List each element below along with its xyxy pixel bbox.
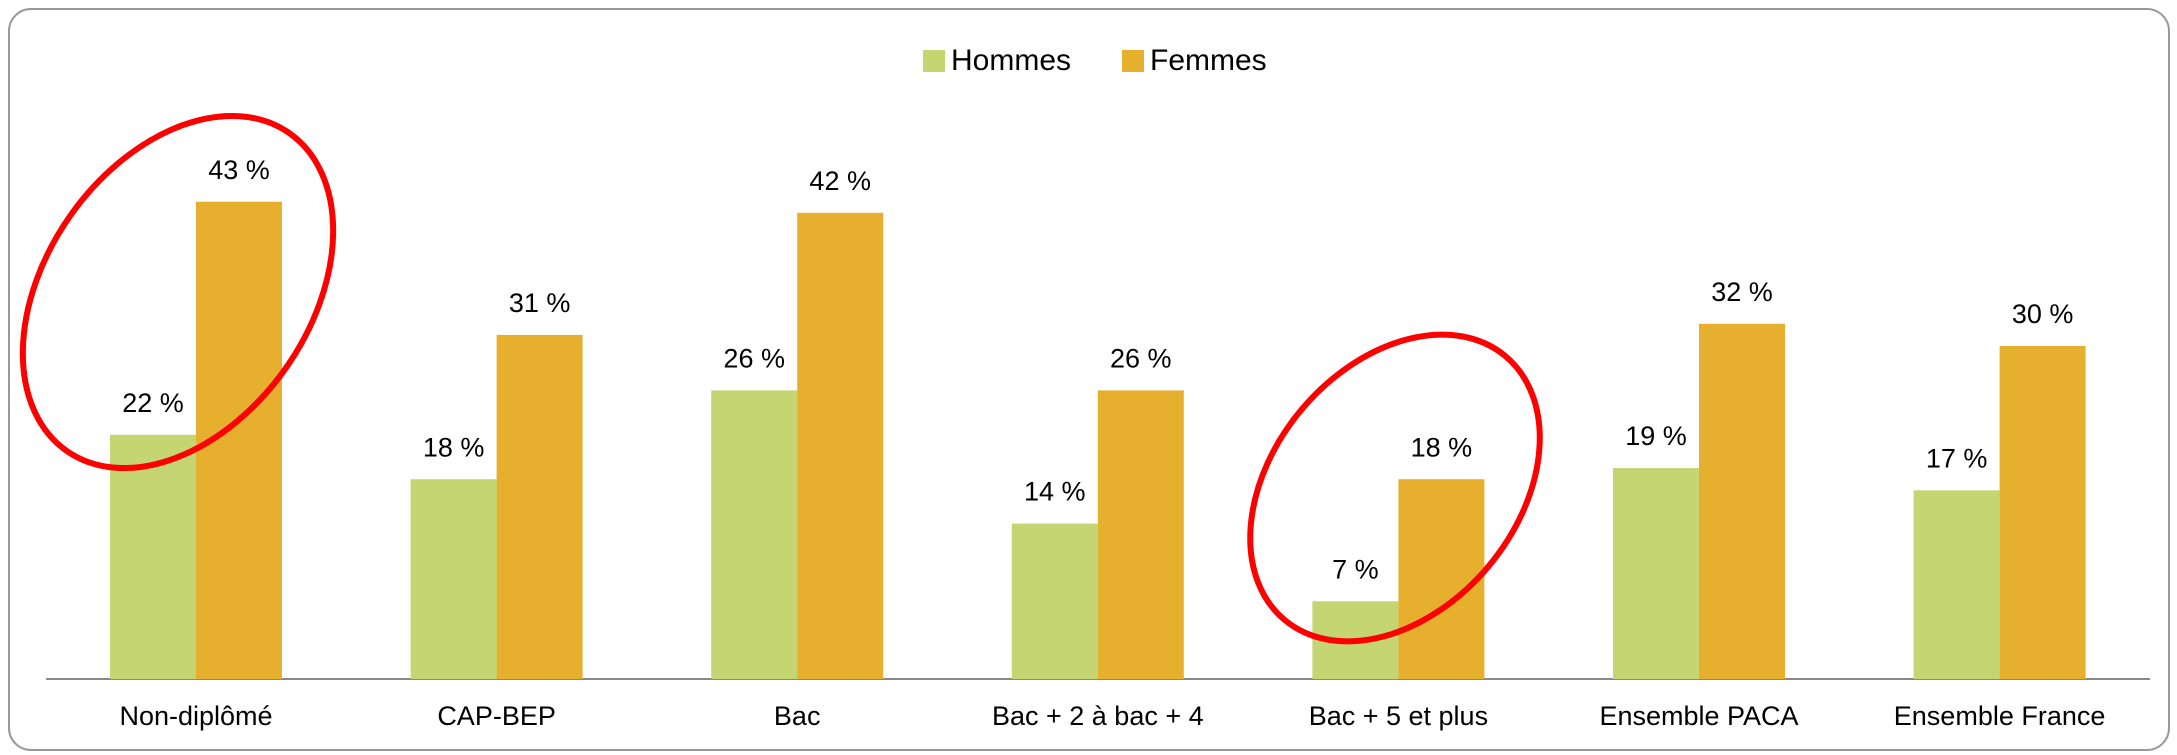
- x-tick-label: Ensemble France: [1894, 701, 2106, 731]
- value-label: 31 %: [509, 288, 571, 318]
- highlight-circle: [1247, 331, 1543, 645]
- x-tick-label: Bac + 2 à bac + 4: [992, 701, 1204, 731]
- x-tick-label: Non-diplômé: [119, 701, 272, 731]
- bar: [797, 212, 884, 680]
- value-label: 7 %: [1332, 554, 1379, 584]
- bar: [1913, 490, 2000, 679]
- highlight-circle: [19, 112, 337, 472]
- value-label: 14 %: [1024, 477, 1086, 507]
- value-label: 19 %: [1625, 421, 1687, 451]
- bar: [410, 479, 497, 679]
- legend-swatch: [1122, 50, 1144, 72]
- x-tick-label: CAP-BEP: [437, 701, 556, 731]
- value-label: 30 %: [2012, 299, 2074, 329]
- bar: [1699, 323, 1785, 679]
- value-label: 42 %: [809, 166, 871, 196]
- legend-label: Hommes: [951, 44, 1071, 77]
- value-label: 22 %: [122, 388, 184, 418]
- value-label: 17 %: [1926, 443, 1988, 473]
- x-tick-label: Bac + 5 et plus: [1309, 701, 1488, 731]
- bar: [1097, 390, 1184, 679]
- x-tick-label: Ensemble PACA: [1599, 701, 1798, 731]
- legend-label: Femmes: [1150, 44, 1267, 77]
- bar: [496, 334, 583, 679]
- value-label: 32 %: [1711, 277, 1773, 307]
- value-label: 26 %: [723, 344, 785, 374]
- bar: [1011, 523, 1098, 679]
- value-label: 26 %: [1110, 344, 1172, 374]
- value-label: 18 %: [423, 432, 485, 462]
- value-label: 43 %: [208, 155, 270, 185]
- bar: [1398, 479, 1485, 679]
- value-label: 18 %: [1411, 432, 1473, 462]
- bar: [1999, 346, 2086, 679]
- bar: [110, 434, 196, 679]
- bar: [1613, 468, 1699, 679]
- x-tick-label: Bac: [774, 701, 821, 731]
- legend-swatch: [923, 50, 945, 72]
- bar: [711, 390, 798, 679]
